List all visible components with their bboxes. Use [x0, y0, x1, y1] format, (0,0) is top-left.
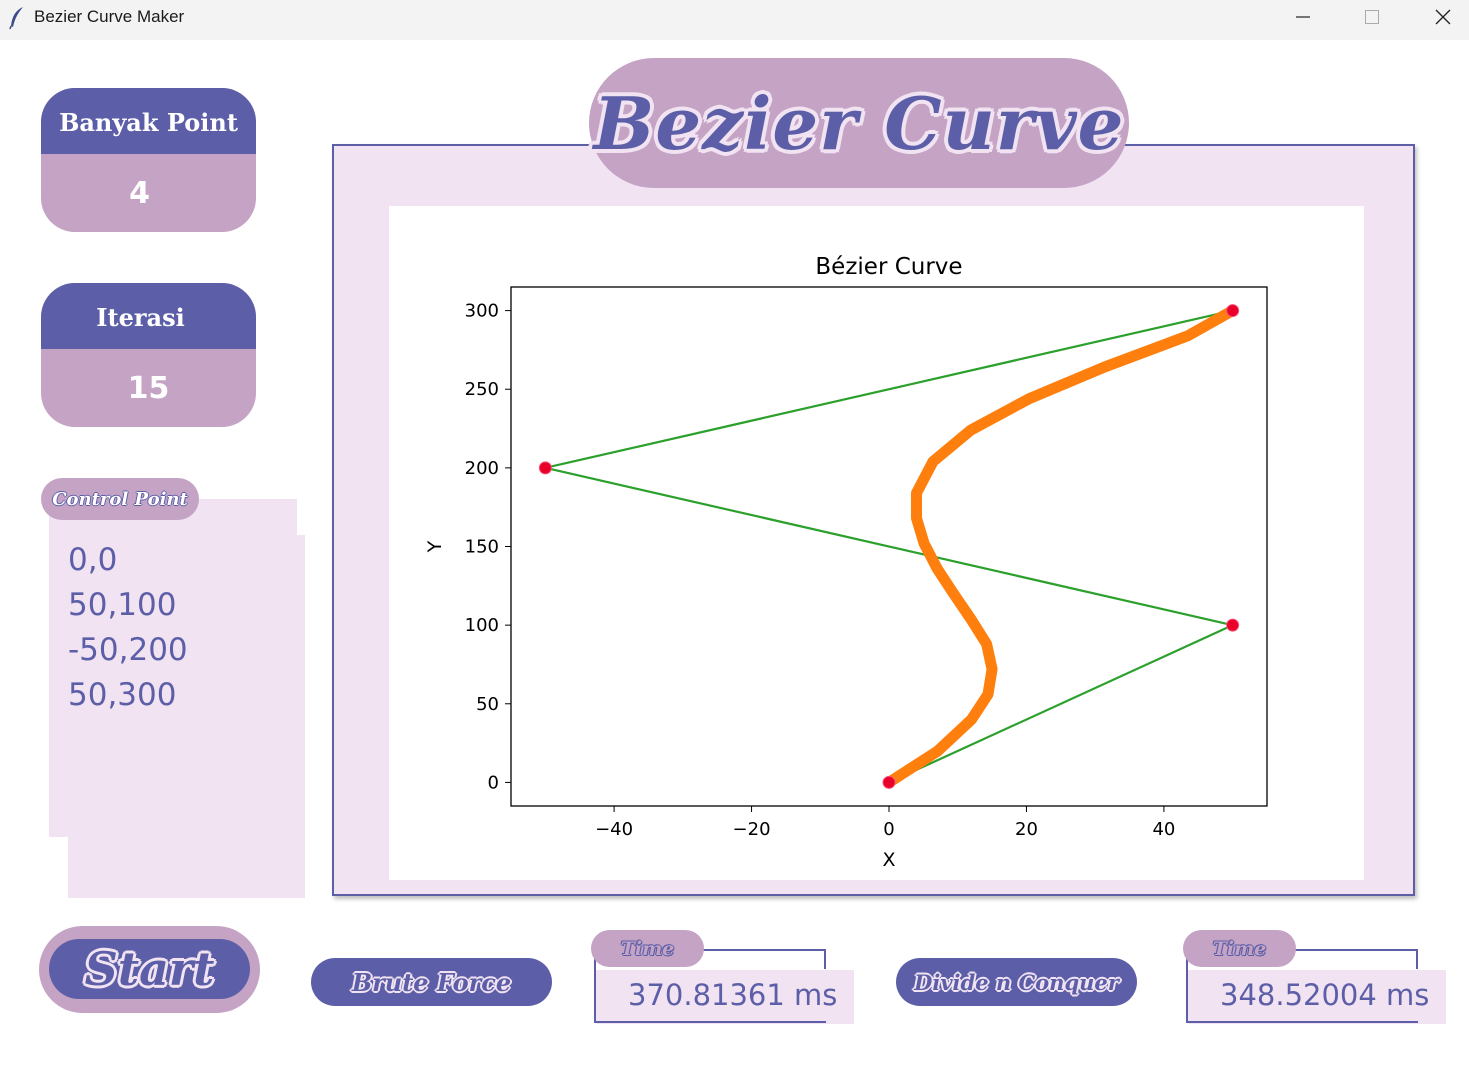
divide-conquer-time-value: 348.52004 ms	[1220, 978, 1430, 1012]
minimize-button[interactable]	[1268, 0, 1338, 34]
x-tick-label: 0	[883, 819, 894, 840]
window-title: Bezier Curve Maker	[34, 7, 185, 26]
x-tick-label: 40	[1152, 819, 1175, 840]
header-banner: Bezier Curve	[589, 58, 1129, 188]
control-polygon-line	[544, 309, 1234, 784]
maximize-icon	[1365, 10, 1379, 24]
x-tick-label: −20	[733, 819, 771, 840]
bezier-curve-line	[883, 305, 1239, 788]
plot-canvas: −40 −20 0 20 40 0 50 100 150 200 250 300 Bézier Curv…	[389, 206, 1364, 880]
control-point-marker	[882, 775, 896, 789]
iteration-label: Iterasi	[41, 283, 256, 349]
brute-force-time-label: Time	[591, 930, 704, 967]
iteration-panel: Iterasi 15	[41, 283, 256, 427]
start-button[interactable]: Start	[39, 926, 260, 1013]
control-point-list[interactable]: 0,0 50,100 -50,200 50,300	[68, 538, 188, 718]
x-tick-label: 20	[1015, 819, 1038, 840]
brute-force-time-value: 370.81361 ms	[628, 978, 838, 1012]
window-titlebar: Bezier Curve Maker	[0, 0, 1469, 40]
divide-conquer-button[interactable]: Divide n Conquer	[896, 958, 1137, 1006]
point-count-label: Banyak Point	[41, 88, 256, 154]
minimize-icon	[1296, 16, 1310, 18]
control-point-marker	[1226, 618, 1240, 632]
brute-force-button[interactable]: Brute Force	[311, 958, 552, 1006]
header-title: Bezier Curve	[593, 80, 1125, 166]
feather-icon	[9, 7, 23, 30]
divide-conquer-time-frame-edge	[1416, 949, 1418, 969]
maximize-button[interactable]	[1337, 0, 1407, 34]
chart-title: Bézier Curve	[815, 254, 962, 280]
y-tick-label: 50	[476, 694, 499, 715]
control-point-item[interactable]: 50,100	[68, 587, 177, 623]
start-button-inner: Start	[49, 939, 250, 999]
control-point-item[interactable]: 50,300	[68, 677, 177, 713]
iteration-value: 15	[127, 370, 170, 406]
y-tick-label: 200	[465, 458, 499, 479]
control-point-label: Control Point	[41, 478, 199, 520]
brute-force-time-frame-edge	[824, 949, 826, 969]
y-axis-label: Y	[424, 540, 446, 553]
y-tick-label: 250	[465, 379, 499, 400]
x-tick-label: −40	[595, 819, 633, 840]
y-tick-label: 150	[465, 537, 499, 558]
divide-conquer-time-label: Time	[1183, 930, 1296, 967]
divide-conquer-time-frame	[1186, 949, 1418, 1023]
bezier-chart: −40 −20 0 20 40 0 50 100 150 200 250 300 Bézier Curv…	[424, 254, 1268, 871]
y-tick-label: 100	[465, 615, 499, 636]
y-tick-label: 0	[488, 772, 499, 793]
divide-conquer-time-background	[1188, 970, 1446, 1024]
point-count-value: 4	[129, 175, 150, 211]
point-count-panel: Banyak Point 4	[41, 88, 256, 232]
brute-force-time-background	[596, 970, 854, 1024]
close-button[interactable]	[1408, 0, 1469, 34]
brute-force-time-frame	[594, 949, 826, 1023]
y-tick-label: 300	[465, 301, 499, 322]
control-point-marker	[538, 461, 552, 475]
control-point-item[interactable]: -50,200	[68, 632, 188, 668]
control-point-item[interactable]: 0,0	[68, 542, 118, 578]
x-axis-label: X	[882, 849, 895, 871]
control-point-textarea-extension[interactable]	[68, 535, 305, 898]
control-point-marker	[1226, 304, 1240, 318]
start-button-label: Start	[84, 942, 215, 996]
close-icon	[1435, 9, 1451, 25]
